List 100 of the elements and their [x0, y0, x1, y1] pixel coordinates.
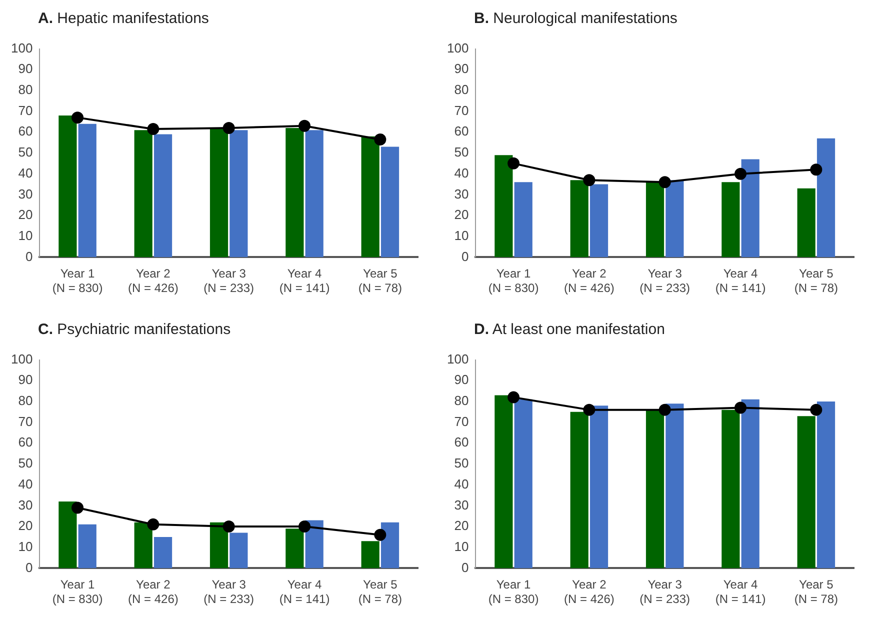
y-tick-label: 80 [18, 82, 33, 98]
x-tick-label: Year 5 (N = 78) [358, 578, 402, 606]
bar [134, 522, 152, 568]
y-tick-label: 100 [10, 351, 33, 366]
y-tick-label: 60 [18, 124, 33, 139]
y-tick-label: 20 [18, 518, 33, 534]
bar [797, 416, 816, 568]
y-tick-label: 90 [454, 372, 469, 388]
y-tick-label: 80 [454, 82, 469, 98]
bar [361, 136, 380, 258]
bar [230, 532, 248, 568]
y-tick-label: 40 [454, 476, 469, 492]
x-tick-label: Year 5 (N = 78) [358, 266, 402, 296]
point [583, 404, 596, 416]
point [583, 174, 596, 186]
x-tick-label: Year 3 (N = 233) [640, 578, 690, 606]
bar [666, 180, 684, 258]
bar [78, 124, 96, 258]
bar [230, 130, 248, 258]
x-tick-label: Year 5 (N = 78) [794, 578, 838, 606]
x-tick-label: Year 4 (N = 141) [279, 266, 330, 296]
y-tick-label: 30 [454, 497, 469, 512]
x-tick-label: Year 1 (N = 830) [488, 266, 539, 296]
y-tick-label: 60 [454, 124, 469, 139]
y-tick-label: 20 [18, 207, 33, 222]
point [298, 120, 311, 132]
bar [210, 128, 228, 258]
bar [134, 130, 152, 258]
point [72, 112, 84, 124]
point [810, 404, 822, 416]
bar [58, 115, 77, 258]
x-tick-label: Year 1 (N = 830) [52, 578, 103, 606]
point [147, 123, 160, 136]
x-tick-label: Year 2 (N = 426) [564, 266, 614, 296]
y-tick-label: 40 [18, 165, 33, 180]
y-tick-label: 30 [454, 186, 469, 202]
bar [797, 188, 816, 258]
y-tick-label: 20 [454, 207, 469, 222]
bar [514, 399, 532, 568]
x-tick-label: Year 4 (N = 141) [279, 578, 330, 606]
y-tick-label: 60 [18, 434, 33, 450]
y-tick-label: 100 [10, 40, 33, 56]
x-tick-label: Year 1 (N = 830) [52, 266, 103, 296]
x-tick-label: Year 4 (N = 141) [715, 266, 766, 296]
bar [380, 146, 400, 258]
y-tick-label: 70 [18, 102, 33, 118]
x-tick-label: Year 2 (N = 426) [564, 578, 614, 606]
bar [816, 401, 836, 568]
bar [741, 399, 760, 568]
point [810, 164, 822, 176]
point [374, 133, 386, 146]
x-tick-label: Year 3 (N = 233) [204, 266, 254, 296]
x-tick-label: Year 2 (N = 426) [128, 266, 178, 296]
bar [286, 528, 304, 568]
y-tick-label: 50 [18, 456, 33, 471]
bar [666, 404, 684, 568]
point [147, 518, 160, 530]
y-tick-label: 0 [25, 248, 33, 264]
y-tick-label: 90 [18, 61, 33, 76]
y-tick-label: 60 [454, 434, 469, 450]
x-tick-label: Year 4 (N = 141) [715, 578, 766, 606]
point [222, 122, 235, 134]
y-tick-label: 100 [446, 351, 469, 366]
y-tick-label: 70 [454, 414, 469, 429]
bar [494, 155, 513, 258]
bar [590, 184, 608, 258]
chart-title: A. Hepatic manifestations [38, 10, 209, 27]
bar [741, 159, 760, 258]
y-tick-label: 90 [18, 372, 33, 388]
point [508, 391, 520, 404]
x-tick-label: Year 5 (N = 78) [794, 266, 838, 296]
bar [78, 524, 96, 568]
bar [380, 522, 400, 568]
y-tick-label: 80 [454, 393, 469, 408]
bar [722, 410, 740, 568]
y-tick-label: 30 [18, 186, 33, 202]
bar [154, 536, 172, 568]
y-tick-label: 40 [18, 476, 33, 492]
y-tick-label: 20 [454, 518, 469, 534]
bar [570, 180, 588, 258]
bar [722, 182, 740, 258]
bar [646, 410, 664, 568]
bar [514, 182, 532, 258]
point [508, 157, 520, 170]
point [374, 528, 386, 541]
y-tick-label: 0 [25, 560, 33, 575]
y-tick-label: 50 [454, 144, 469, 160]
x-tick-label: Year 2 (N = 426) [128, 578, 178, 606]
y-tick-label: 10 [454, 538, 469, 554]
bar [58, 502, 77, 568]
chart-title: C. Psychiatric manifestations [38, 321, 231, 338]
chart-title: D. At least one manifestation [474, 321, 665, 338]
bar [361, 541, 380, 568]
y-tick-label: 10 [454, 228, 469, 243]
point [734, 402, 747, 414]
chart-title: B. Neurological manifestations [474, 10, 678, 27]
bar [305, 130, 324, 258]
point [658, 176, 671, 188]
bar [286, 128, 304, 258]
y-tick-label: 80 [18, 393, 33, 408]
